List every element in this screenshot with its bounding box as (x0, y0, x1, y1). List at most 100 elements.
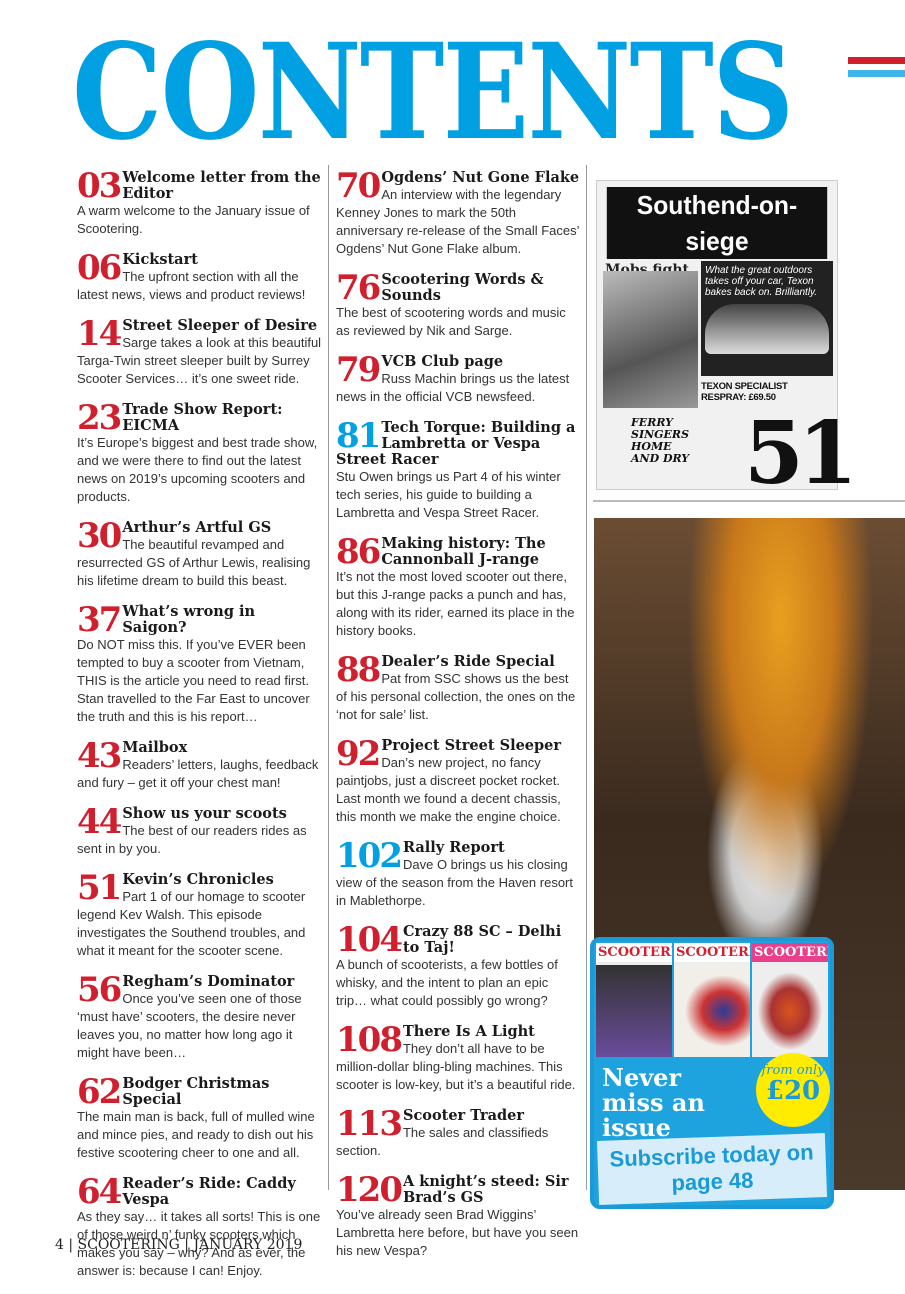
contents-entry[interactable]: 120 A knight’s steed: Sir Brad’s GS You’ve… (336, 1174, 582, 1260)
subscribe-cta[interactable]: Subscribe today on page 48 (596, 1133, 828, 1205)
decorative-stripe-red (848, 57, 905, 64)
entry-title: Scootering Words & Sounds (381, 272, 544, 304)
contents-entry[interactable]: 108 There Is A Light They don’t all have t… (336, 1024, 582, 1094)
entry-title: Arthur’s Artful GS (122, 520, 272, 536)
page-number: 113 (336, 1108, 403, 1144)
cover-image (674, 965, 750, 1057)
page-number: 70 (336, 170, 381, 206)
entry-title: Kevin’s Chronicles (122, 872, 274, 888)
cover-masthead: SCOOTERING (674, 943, 750, 962)
magazine-cover: SCOOTERING (596, 943, 672, 1057)
newspaper-ad: What the great outdoors takes off your c… (701, 261, 833, 376)
contents-entry[interactable]: 70 Ogdens’ Nut Gone Flake An interview wit… (336, 170, 582, 258)
entry-description: Sarge takes a look at this beautiful Tar… (77, 335, 322, 386)
entry-description: Dan’s new project, no fancy paintjobs, j… (336, 755, 561, 824)
magazine-cover: SCOOTERING (752, 943, 828, 1057)
contents-entry[interactable]: 104 Crazy 88 SC – Delhi to Taj! A bunch of… (336, 924, 582, 1010)
contents-entry[interactable]: 88 Dealer’s Ride Special Pat from SSC show… (336, 654, 582, 724)
page-number: 03 (77, 170, 122, 206)
contents-entry[interactable]: 56 Regham’s Dominator Once you’ve seen one… (77, 974, 323, 1062)
contents-entry[interactable]: 37 What’s wrong in Saigon? Do NOT miss thi… (77, 604, 323, 726)
contents-entry[interactable]: 30 Arthur’s Artful GS The beautiful revamp… (77, 520, 323, 590)
page-number: 14 (77, 318, 122, 354)
subscribe-headline: Never miss an issue (602, 1063, 705, 1142)
entry-title: Bodger Christmas Special (122, 1076, 270, 1108)
entry-description: Part 1 of our homage to scooter legend K… (77, 889, 306, 958)
contents-entry[interactable]: 62 Bodger Christmas Special The main man i… (77, 1076, 323, 1162)
column-divider (328, 165, 329, 1190)
contents-entry[interactable]: 03 Welcome letter from the Editor A warm w… (77, 170, 323, 238)
entry-title: Tech Torque: Building a Lambretta or Ves… (336, 420, 576, 468)
contents-entry[interactable]: 86 Making history: The Cannonball J-range… (336, 536, 582, 640)
entry-description: It’s not the most loved scooter out ther… (336, 569, 575, 638)
contents-entry[interactable]: 51 Kevin’s Chronicles Part 1 of our homage… (77, 872, 323, 960)
entry-title: Making history: The Cannonball J-range (381, 536, 546, 568)
contents-entry[interactable]: 14 Street Sleeper of Desire Sarge takes a … (77, 318, 323, 388)
newspaper-photo (603, 271, 698, 408)
newspaper-headline: Southend-on-siege (606, 187, 828, 259)
magazine-covers: SCOOTERING SCOOTERING SCOOTERING (594, 941, 830, 1059)
entry-title: Project Street Sleeper (381, 738, 562, 754)
entry-description: Do NOT miss this. If you’ve EVER been te… (77, 637, 310, 724)
contents-entry[interactable]: 23 Trade Show Report: EICMA It’s Europe’s … (77, 402, 323, 506)
magazine-cover: SCOOTERING (674, 943, 750, 1057)
page-number: 30 (77, 520, 122, 556)
decorative-stripe-blue (848, 70, 905, 77)
entry-description: As they say… it takes all sorts! This is… (77, 1209, 321, 1278)
cover-image (752, 965, 828, 1057)
page-number: 81 (336, 420, 381, 456)
page-number: 06 (77, 252, 122, 288)
entry-description: You’ve already seen Brad Wiggins’ Lambre… (336, 1207, 579, 1258)
contents-entry[interactable]: 113 Scooter Trader The sales and classifie… (336, 1108, 582, 1160)
cover-masthead: SCOOTERING (752, 943, 828, 962)
entry-title: Trade Show Report: EICMA (122, 402, 283, 434)
entry-description: The best of scootering words and music a… (336, 305, 566, 338)
price-badge: from only £20 (756, 1053, 830, 1127)
page-number: 88 (336, 654, 381, 690)
page-number: 76 (336, 272, 381, 308)
price-value: £20 (765, 1076, 821, 1106)
contents-entry[interactable]: 06 Kickstart The upfront section with all … (77, 252, 323, 304)
cover-masthead: SCOOTERING (596, 943, 672, 962)
newspaper-ad-text: What the great outdoors takes off your c… (705, 265, 818, 298)
cover-image (596, 965, 672, 1057)
page-number: 104 (336, 924, 403, 960)
entry-title: VCB Club page (381, 354, 504, 370)
entry-title: Street Sleeper of Desire (122, 318, 318, 334)
page-footer: 4 | SCOOTERING | JANUARY 2019 (55, 1237, 303, 1253)
entry-description: The beautiful revamped and resurrected G… (77, 537, 311, 588)
page-number: 120 (336, 1174, 403, 1210)
entry-title: Scooter Trader (402, 1108, 525, 1124)
entry-title: Welcome letter from the Editor (122, 170, 321, 202)
contents-entry[interactable]: 81 Tech Torque: Building a Lambretta or V… (336, 420, 582, 522)
page-number: 79 (336, 354, 381, 390)
subscribe-panel[interactable]: SCOOTERING SCOOTERING SCOOTERING Never m… (590, 937, 834, 1209)
newspaper-clipping-image: Southend-on-siege Mobs fight at seaside … (596, 180, 838, 490)
entry-title: Reader’s Ride: Caddy Vespa (122, 1176, 296, 1208)
divider (593, 500, 905, 502)
entry-description: The sales and classifieds section. (336, 1125, 549, 1158)
entry-description: The best of our readers rides as sent in… (77, 823, 307, 856)
newspaper-ad-price: TEXON SPECIALIST RESPRAY: £69.50 (701, 381, 788, 403)
page-number: 92 (336, 738, 381, 774)
entry-title: Rally Report (402, 840, 505, 856)
contents-entry[interactable]: 43 Mailbox Readers’ letters, laughs, feedb… (77, 740, 323, 792)
contents-entry[interactable]: 76 Scootering Words & Sounds The best of s… (336, 272, 582, 340)
contents-entry[interactable]: 102 Rally Report Dave O brings us his clos… (336, 840, 582, 910)
column-divider (586, 165, 587, 1190)
page-number: 86 (336, 536, 381, 572)
entry-title: Regham’s Dominator (122, 974, 295, 990)
contents-entry[interactable]: 92 Project Street Sleeper Dan’s new projec… (336, 738, 582, 826)
entry-description: A bunch of scooterists, a few bottles of… (336, 957, 558, 1008)
entry-title: Mailbox (122, 740, 188, 756)
page-number: 43 (77, 740, 122, 776)
contents-column-2: 70 Ogdens’ Nut Gone Flake An interview wit… (336, 170, 582, 1274)
page-number: 56 (77, 974, 122, 1010)
feature-page-number: 51 (744, 403, 858, 504)
entry-description: Readers’ letters, laughs, feedback and f… (77, 757, 319, 790)
contents-entry[interactable]: 44 Show us your scoots The best of our rea… (77, 806, 323, 858)
entry-description: Dave O brings us his closing view of the… (336, 857, 574, 908)
contents-entry[interactable]: 64 Reader’s Ride: Caddy Vespa As they say…… (77, 1176, 323, 1280)
contents-entry[interactable]: 79 VCB Club page Russ Machin brings us the… (336, 354, 582, 406)
entry-description: The upfront section with all the latest … (77, 269, 306, 302)
